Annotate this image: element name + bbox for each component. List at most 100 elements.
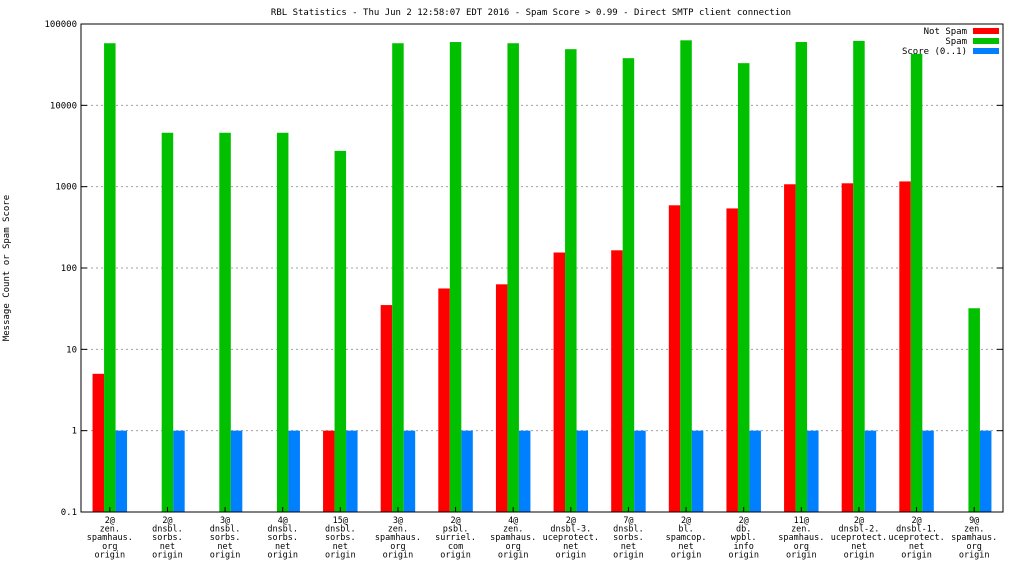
x-tick-label: 2@ <box>911 516 921 526</box>
x-tick-label: sorbs. <box>152 533 183 543</box>
bar-score-0-1 <box>173 430 185 512</box>
bars <box>92 40 992 513</box>
x-tick-label: origin <box>959 550 990 560</box>
x-tick-label: sorbs. <box>613 533 644 543</box>
bar-not-spam <box>899 181 911 513</box>
bar-score-0-1 <box>461 430 473 512</box>
y-tick-label: 0.1 <box>61 508 77 518</box>
legend-label: Spam <box>945 37 967 47</box>
x-tick-label: net <box>333 542 348 552</box>
x-tick-label: dnsbl. <box>325 525 356 535</box>
bar-score-0-1 <box>807 430 819 512</box>
x-tick-label: 15@ <box>333 516 348 526</box>
bar-spam <box>104 43 116 513</box>
x-tick-label: origin <box>267 550 298 560</box>
bar-spam <box>622 58 635 512</box>
x-tick-label: zen. <box>964 525 984 535</box>
bar-score-0-1 <box>979 430 992 512</box>
legend-label: Not Spam <box>924 27 967 37</box>
x-tick-label: origin <box>325 550 356 560</box>
x-tick-label: org <box>506 542 521 552</box>
bar-spam <box>219 132 231 512</box>
x-tick-label: org <box>390 542 405 552</box>
x-tick-label: spamhaus. <box>375 533 421 543</box>
legend-swatch <box>973 38 999 44</box>
x-tick-label: dnsbl. <box>210 525 241 535</box>
x-tick-label: origin <box>728 550 759 560</box>
axes: 0.11101001000100001000002@zen.spamhaus.o… <box>44 20 1004 560</box>
bar-not-spam <box>553 252 566 512</box>
x-tick-label: zen. <box>503 525 523 535</box>
y-tick-label: 10 <box>66 345 77 355</box>
bar-spam <box>449 42 462 512</box>
x-tick-label: origin <box>613 550 644 560</box>
x-tick-label: spamhaus. <box>951 533 997 543</box>
x-tick-label: dnsbl. <box>267 525 298 535</box>
x-tick-label: 2@ <box>162 516 172 526</box>
x-tick-label: net <box>275 542 290 552</box>
bar-score-0-1 <box>749 430 761 512</box>
bar-not-spam <box>438 288 450 512</box>
x-tick-label: origin <box>901 550 932 560</box>
x-tick-label: origin <box>152 550 183 560</box>
bar-spam <box>392 43 404 513</box>
bar-spam <box>680 40 692 512</box>
bar-spam <box>910 53 923 513</box>
x-tick-label: wpbl. <box>731 533 757 543</box>
x-tick-label: 2@ <box>105 516 115 526</box>
x-tick-label: 2@ <box>681 516 691 526</box>
bar-score-0-1 <box>922 430 934 512</box>
x-tick-label: origin <box>440 550 471 560</box>
bar-spam <box>334 150 347 513</box>
x-tick-label: 4@ <box>278 516 288 526</box>
bar-spam <box>737 63 750 513</box>
x-tick-label: origin <box>498 550 529 560</box>
x-tick-label: net <box>851 542 866 552</box>
x-tick-label: psbl. <box>443 525 469 535</box>
bar-score-0-1 <box>518 430 531 512</box>
x-tick-label: sorbs. <box>267 533 298 543</box>
x-tick-label: db. <box>736 525 751 535</box>
x-tick-label: origin <box>555 550 586 560</box>
x-tick-label: origin <box>786 550 817 560</box>
x-tick-label: uceprotect. <box>831 533 887 543</box>
x-tick-label: org <box>967 542 982 552</box>
x-tick-label: spamhaus. <box>87 533 133 543</box>
x-tick-label: dnsbl. <box>152 525 183 535</box>
x-tick-label: 11@ <box>794 516 809 526</box>
y-tick-label: 100000 <box>44 20 77 30</box>
bar-score-0-1 <box>634 430 646 512</box>
y-tick-label: 1 <box>72 427 77 437</box>
x-tick-label: 2@ <box>739 516 749 526</box>
y-axis-label: Message Count or Spam Score <box>2 195 12 341</box>
y-tick-label: 100 <box>61 264 77 274</box>
x-tick-label: dnsbl-2. <box>838 525 879 535</box>
x-tick-label: 2@ <box>566 516 576 526</box>
bar-not-spam <box>380 305 393 512</box>
bar-spam <box>968 308 980 512</box>
bar-score-0-1 <box>691 430 704 512</box>
x-tick-label: net <box>678 542 693 552</box>
x-tick-label: dnsbl. <box>613 525 644 535</box>
bar-spam <box>276 132 289 512</box>
x-tick-label: origin <box>210 550 241 560</box>
bar-not-spam <box>495 284 508 512</box>
bar-not-spam <box>92 373 105 512</box>
y-tick-label: 10000 <box>50 101 77 111</box>
legend-swatch <box>973 48 999 54</box>
x-tick-label: 3@ <box>393 516 403 526</box>
x-tick-label: 2@ <box>450 516 460 526</box>
x-tick-label: org <box>794 542 809 552</box>
x-tick-label: sorbs. <box>325 533 356 543</box>
chart-title: RBL Statistics - Thu Jun 2 12:58:07 EDT … <box>271 8 791 18</box>
x-tick-label: net <box>909 542 924 552</box>
x-tick-label: com <box>448 542 463 552</box>
bar-spam <box>795 42 808 512</box>
bar-not-spam <box>841 183 854 513</box>
bar-not-spam <box>611 250 623 512</box>
x-tick-label: surriel. <box>435 533 476 543</box>
bar-spam <box>161 132 174 512</box>
bar-score-0-1 <box>576 430 589 512</box>
bar-not-spam <box>323 430 335 512</box>
